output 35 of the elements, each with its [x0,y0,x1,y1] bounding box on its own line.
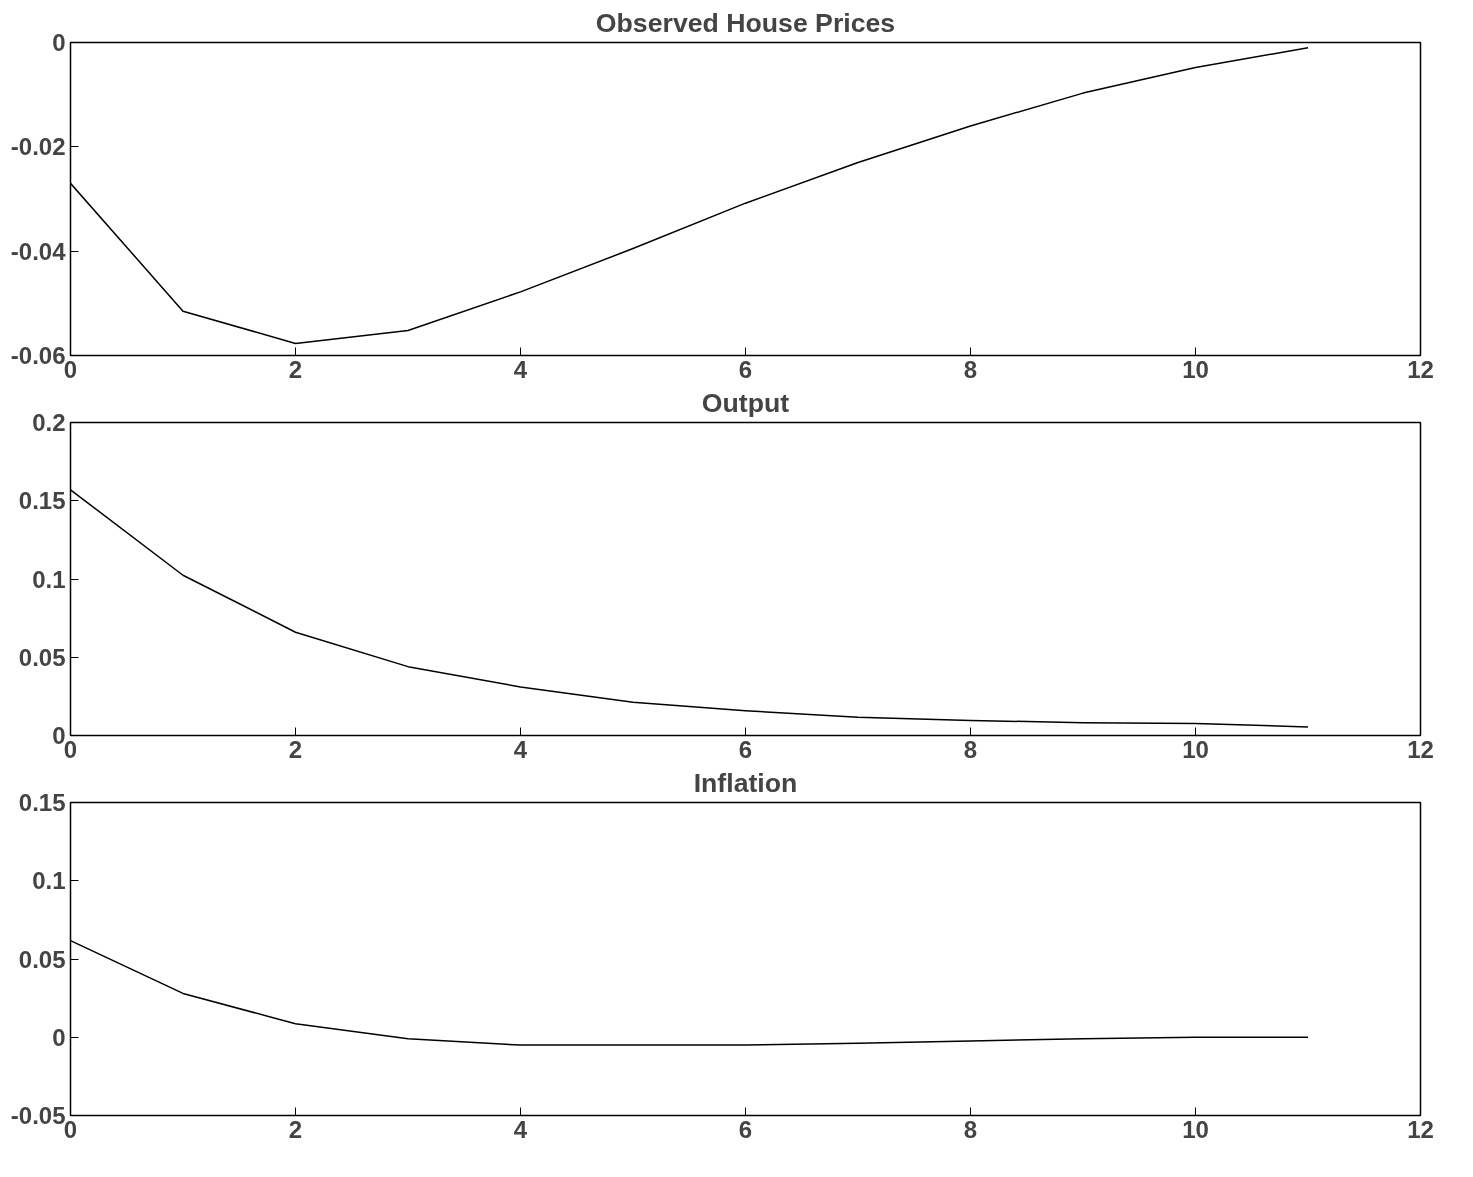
y-tick-label: 0 [52,1023,66,1051]
x-tick-label: 4 [513,355,528,383]
y-tick-label: 0.1 [32,565,66,593]
x-tick-label: 10 [1182,1115,1209,1143]
x-tick-label: 8 [963,355,978,383]
y-tick-label: 0.1 [32,867,66,895]
chart-title: Inflation [693,767,798,798]
x-tick-label: 12 [1407,355,1434,383]
x-tick-label: 12 [1407,735,1434,763]
y-tick-label: 0.15 [18,487,66,515]
x-tick-label: 10 [1182,355,1209,383]
y-tick-label: -0.02 [10,133,66,161]
x-tick-label: 6 [738,735,753,763]
y-tick-label: 0.2 [32,409,66,436]
x-tick-label: 4 [513,1115,528,1143]
x-tick-label: 10 [1182,735,1209,763]
x-tick-label: 2 [288,355,303,383]
y-tick-label: 0.15 [18,789,66,816]
line-series [70,939,1309,1046]
x-tick-label: 6 [738,1115,753,1143]
x-tick-label: 2 [288,735,303,763]
y-tick-label: -0.04 [10,237,67,265]
line-series [70,489,1309,728]
x-tick-label: 6 [738,355,753,383]
x-tick-label: 8 [963,735,978,763]
line-series [70,46,1309,345]
x-tick-label: 8 [963,1115,978,1143]
chart-title: Observed House Prices [595,7,896,38]
chart-title: Output [701,387,790,418]
y-tick-label: 0.05 [18,945,66,973]
x-tick-label: 4 [513,735,528,763]
x-tick-label: 2 [288,1115,303,1143]
y-tick-label: 0 [52,29,66,56]
y-tick-label: 0.05 [18,643,66,671]
x-tick-label: 12 [1407,1115,1434,1143]
